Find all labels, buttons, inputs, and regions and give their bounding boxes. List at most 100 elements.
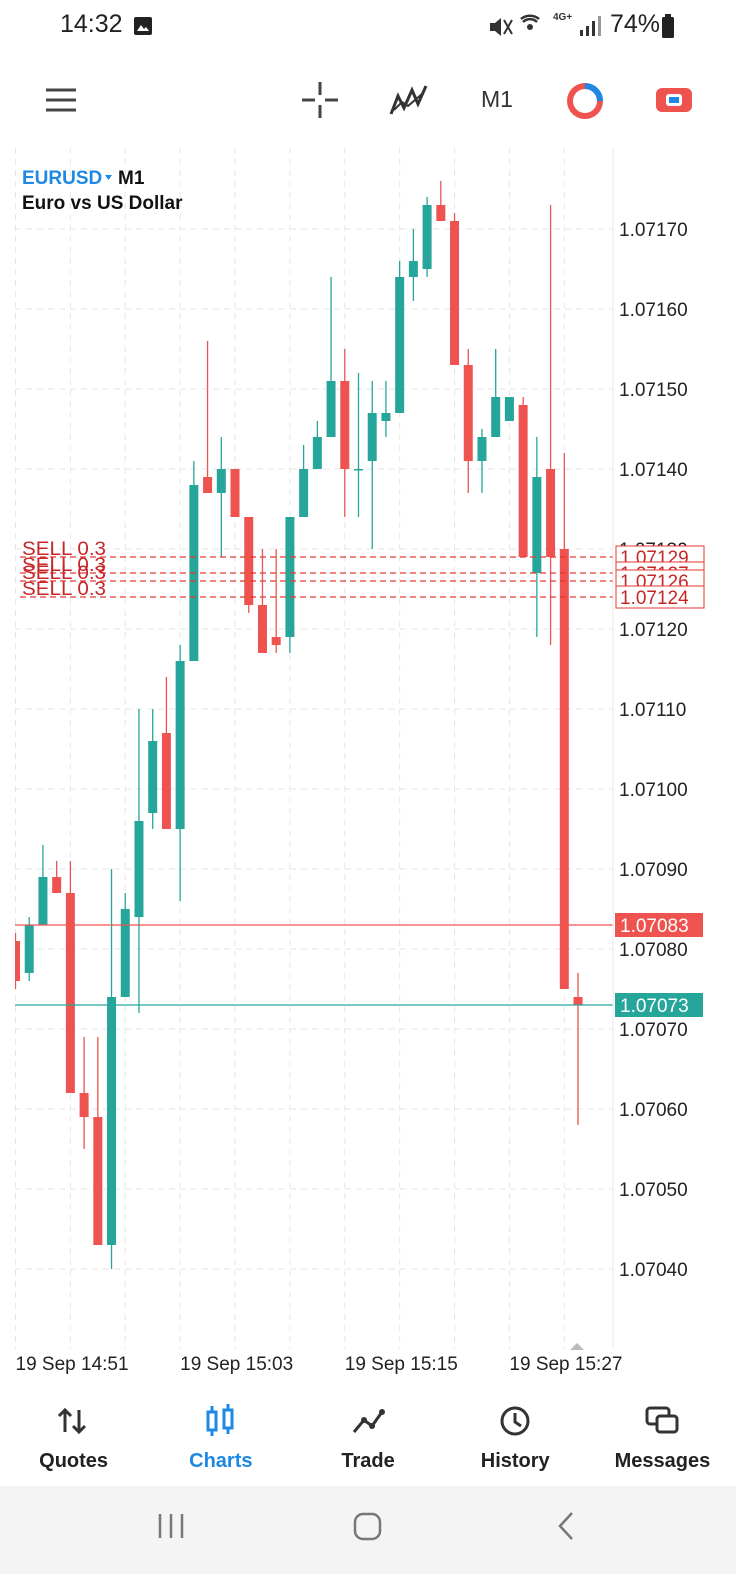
candle-body xyxy=(477,437,487,461)
y-tick-label: 1.07080 xyxy=(619,940,688,961)
x-tick-label: 19 Sep 14:51 xyxy=(16,1354,129,1375)
y-tick-label: 1.07050 xyxy=(619,1180,688,1201)
y-tick-label: 1.07060 xyxy=(619,1100,688,1121)
battery-icon xyxy=(662,14,674,38)
nav-item[interactable]: History xyxy=(442,1382,589,1486)
candle-body xyxy=(52,877,62,893)
candle-body xyxy=(161,733,171,829)
symbol[interactable]: EURUSD xyxy=(22,168,102,189)
candle-body xyxy=(367,413,377,461)
x-tick-label: 19 Sep 15:27 xyxy=(509,1354,622,1375)
back-button[interactable] xyxy=(558,1512,573,1540)
candle-body xyxy=(230,469,240,517)
order-price-tag xyxy=(615,585,705,609)
symbol-description: Euro vs US Dollar xyxy=(22,193,183,214)
nav-item[interactable]: Quotes xyxy=(0,1382,147,1486)
candle-body xyxy=(271,637,281,645)
candle-body xyxy=(450,221,460,365)
candle-body xyxy=(436,205,446,221)
nav-label: Charts xyxy=(189,1450,253,1472)
x-tick-label: 19 Sep 15:15 xyxy=(345,1354,458,1375)
candle-body xyxy=(408,261,418,277)
nav-icon xyxy=(206,1404,234,1436)
price-tag-label: 1.07083 xyxy=(620,916,689,937)
price-tag xyxy=(615,913,703,937)
candle-body xyxy=(148,741,158,813)
system-buttons xyxy=(158,1512,573,1541)
candle-body xyxy=(175,661,185,829)
sound-wifi-icons xyxy=(490,14,540,36)
signal-icon xyxy=(580,16,601,36)
candle-body xyxy=(326,381,336,437)
scroll-marker xyxy=(570,1343,584,1350)
y-tick-label: 1.07160 xyxy=(619,300,688,321)
plot-area xyxy=(15,181,583,1269)
candle-body xyxy=(463,365,473,461)
candle-body xyxy=(546,469,556,557)
gallery-icon xyxy=(134,17,152,35)
status-bar: 14:32 4G+ 74% xyxy=(0,0,736,52)
clock: 14:32 xyxy=(60,10,123,38)
order-label: SELL 0.3 xyxy=(22,539,106,560)
candle-body xyxy=(573,997,583,1005)
trade-button[interactable] xyxy=(654,84,694,116)
symbol-dropdown[interactable] xyxy=(105,175,112,180)
candle-body xyxy=(244,517,254,605)
candle-body xyxy=(107,997,117,1245)
nav-label: Trade xyxy=(341,1450,395,1472)
toolbar: M1 xyxy=(0,52,736,147)
one-click-button[interactable] xyxy=(566,82,604,120)
candle-body xyxy=(24,925,34,973)
y-tick-label: 1.07170 xyxy=(619,220,688,241)
candle-body xyxy=(340,381,350,469)
home-button[interactable] xyxy=(353,1512,382,1541)
candle-body xyxy=(134,821,144,917)
chart: 1.07040 1.07050 1.07060 1.07070 1.07080 1.070… xyxy=(15,148,705,1375)
order-label: SELL 0.3 xyxy=(22,555,106,576)
nav-label: Messages xyxy=(614,1450,711,1472)
candle-body xyxy=(38,877,48,925)
x-tick-label: 19 Sep 15:03 xyxy=(180,1354,293,1375)
candle-body xyxy=(216,469,226,493)
recents-button[interactable] xyxy=(158,1514,184,1538)
y-tick-label: 1.07090 xyxy=(619,860,688,881)
nav-icon xyxy=(500,1406,530,1436)
candle-body xyxy=(422,205,432,269)
y-tick-label: 1.07150 xyxy=(619,380,688,401)
candle-body xyxy=(93,1117,103,1245)
nav-label: Quotes xyxy=(39,1450,109,1472)
crosshair-button[interactable] xyxy=(300,80,340,120)
chart-timeframe: M1 xyxy=(118,168,145,189)
candle-body xyxy=(79,1093,89,1117)
indicators-button[interactable] xyxy=(388,82,430,118)
candle-body xyxy=(395,277,405,413)
candle-body xyxy=(518,405,528,557)
y-tick-label: 1.07040 xyxy=(619,1260,688,1281)
bottom-nav: Quotes Charts Trade History Messages xyxy=(0,1382,736,1486)
order-label: SELL 0.3 xyxy=(22,563,106,584)
y-tick-label: 1.07120 xyxy=(619,620,688,641)
battery-level: 74% xyxy=(610,10,661,38)
candle-body xyxy=(120,909,130,997)
timeframe-button[interactable]: M1 xyxy=(481,86,513,112)
candle-body xyxy=(491,397,501,437)
system-nav xyxy=(0,1486,736,1574)
nav-label: History xyxy=(480,1450,550,1472)
menu-button[interactable] xyxy=(44,86,80,114)
candle-body xyxy=(203,477,213,493)
order-price: 1.07124 xyxy=(620,588,689,609)
candle-body xyxy=(299,469,309,517)
price-tag-label: 1.07073 xyxy=(620,996,689,1017)
nav-item[interactable]: Charts xyxy=(147,1382,294,1486)
y-tick-label: 1.07100 xyxy=(619,780,688,801)
order-label: SELL 0.3 xyxy=(22,579,106,600)
nav-item[interactable]: Messages xyxy=(589,1382,736,1486)
candle-body xyxy=(312,437,322,469)
candle-body xyxy=(285,517,295,637)
nav-icon xyxy=(352,1409,385,1433)
nav-item[interactable]: Trade xyxy=(294,1382,441,1486)
nav-icon xyxy=(57,1407,86,1435)
candle-body xyxy=(257,605,267,653)
